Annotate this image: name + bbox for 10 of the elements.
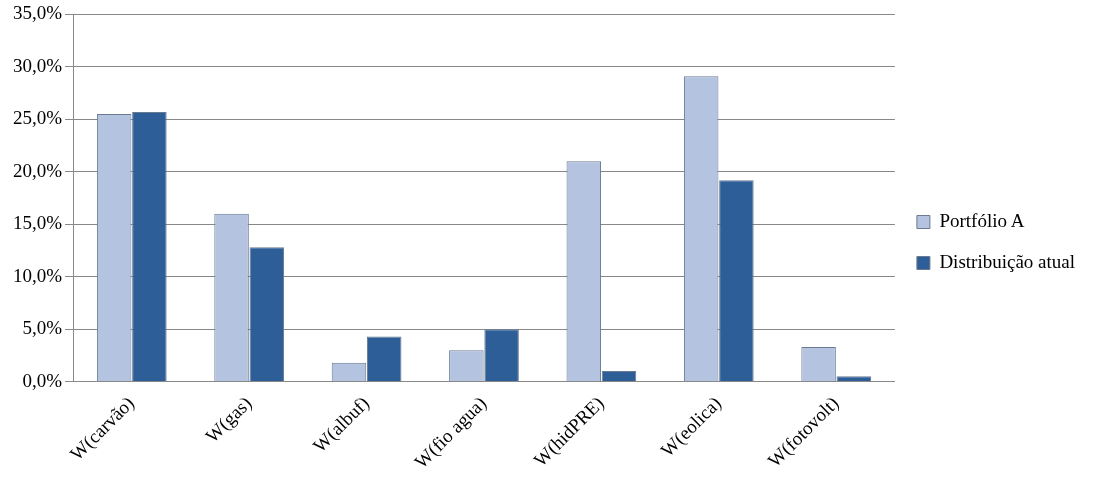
y-tick-label: 20,0% bbox=[13, 159, 63, 181]
y-tick-label: 0,0% bbox=[22, 369, 63, 391]
y-tick-label: 10,0% bbox=[13, 264, 63, 286]
legend-label: Distribuição atual bbox=[939, 250, 1076, 272]
legend-label: Portfólio A bbox=[939, 209, 1025, 231]
y-tick-label: 25,0% bbox=[13, 107, 63, 129]
y-tick-label: 5,0% bbox=[22, 317, 63, 339]
y-tick-label: 15,0% bbox=[13, 212, 63, 234]
y-tick-label: 35,0% bbox=[13, 2, 63, 24]
y-tick-label: 30,0% bbox=[13, 54, 63, 76]
